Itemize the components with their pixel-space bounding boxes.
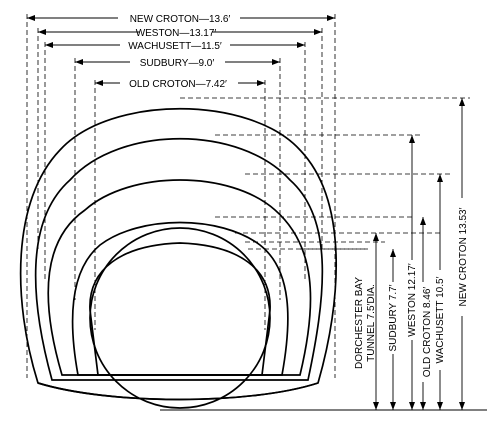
old-croton-section xyxy=(89,242,271,376)
wachusett-width-label: WACHUSETT—11.5′ xyxy=(128,41,222,52)
dorchester-height-label-line2: TUNNEL 7.5′DIA. xyxy=(366,284,377,362)
new-croton-width-label: NEW CROTON—13.6′ xyxy=(130,14,231,25)
weston-width-label: WESTON—13.17′ xyxy=(136,28,217,39)
height-labels: DORCHESTER BAY TUNNEL 7.5′DIA. SUDBURY 7… xyxy=(347,198,469,382)
sudbury-height-label: SUDBURY 7.7′ xyxy=(388,284,399,351)
invert-line xyxy=(37,382,319,401)
dorchester-bay-tunnel-circle xyxy=(89,227,271,409)
cross-section-outlines xyxy=(19,108,487,411)
width-labels: NEW CROTON—13.6′ WESTON—13.17′ WACHUSETT… xyxy=(118,10,240,90)
wachusett-height-label: WACHUSETT 10.5′ xyxy=(435,276,446,363)
new-croton-height-label: NEW CROTON 13.53′ xyxy=(458,207,469,306)
weston-section xyxy=(34,138,324,381)
dorchester-height-label-line1: DORCHESTER BAY xyxy=(354,277,365,369)
old-croton-height-label: OLD CROTON 8.46′ xyxy=(422,287,433,378)
weston-height-label: WESTON 12.17′ xyxy=(407,263,418,337)
sudbury-section xyxy=(71,221,289,376)
new-croton-section xyxy=(19,108,337,401)
old-croton-width-label: OLD CROTON—7.42′ xyxy=(129,79,227,90)
height-extension-lines xyxy=(180,97,470,250)
wachusett-section xyxy=(47,179,312,376)
sudbury-width-label: SUDBURY—9.0′ xyxy=(140,58,215,69)
